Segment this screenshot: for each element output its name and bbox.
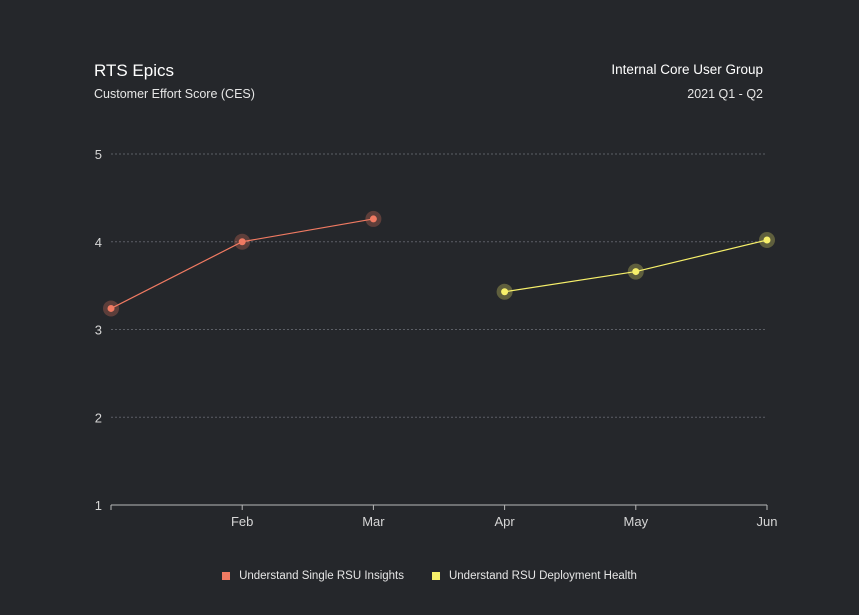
x-tick-label: Mar: [362, 514, 385, 529]
data-point: [501, 288, 509, 296]
axes: 1 2 3 4 5 Feb Mar Apr May Jun: [95, 147, 778, 529]
data-point: [763, 236, 771, 244]
x-tick-label: Feb: [231, 514, 253, 529]
data-point: [632, 268, 640, 276]
x-tick-label: Jun: [757, 514, 778, 529]
chart-title: RTS Epics: [94, 61, 174, 80]
legend: Understand Single RSU Insights Understan…: [0, 570, 859, 582]
series-line-0: [110, 218, 374, 309]
y-tick-label: 4: [95, 235, 102, 250]
series: [103, 210, 775, 317]
legend-item-0[interactable]: Understand Single RSU Insights: [222, 570, 404, 582]
data-point: [107, 304, 115, 312]
legend-swatch: [431, 572, 440, 580]
chart-subtitle: Customer Effort Score (CES): [94, 87, 255, 101]
period-label: 2021 Q1 - Q2: [687, 87, 763, 101]
y-tick-label: 3: [95, 323, 102, 338]
x-tick-label: Apr: [494, 514, 515, 529]
x-tick-label: May: [624, 514, 649, 529]
data-point: [238, 238, 246, 246]
user-group-label: Internal Core User Group: [611, 62, 763, 77]
legend-label: Understand Single RSU Insights: [239, 570, 404, 582]
legend-label: Understand RSU Deployment Health: [448, 570, 637, 582]
legend-swatch: [222, 572, 231, 580]
legend-item-1[interactable]: Understand RSU Deployment Health: [431, 570, 637, 582]
data-point: [369, 215, 377, 223]
y-tick-label: 5: [95, 147, 102, 162]
y-tick-label: 1: [95, 498, 102, 513]
gridlines: [111, 153, 767, 418]
y-tick-label: 2: [95, 410, 102, 425]
